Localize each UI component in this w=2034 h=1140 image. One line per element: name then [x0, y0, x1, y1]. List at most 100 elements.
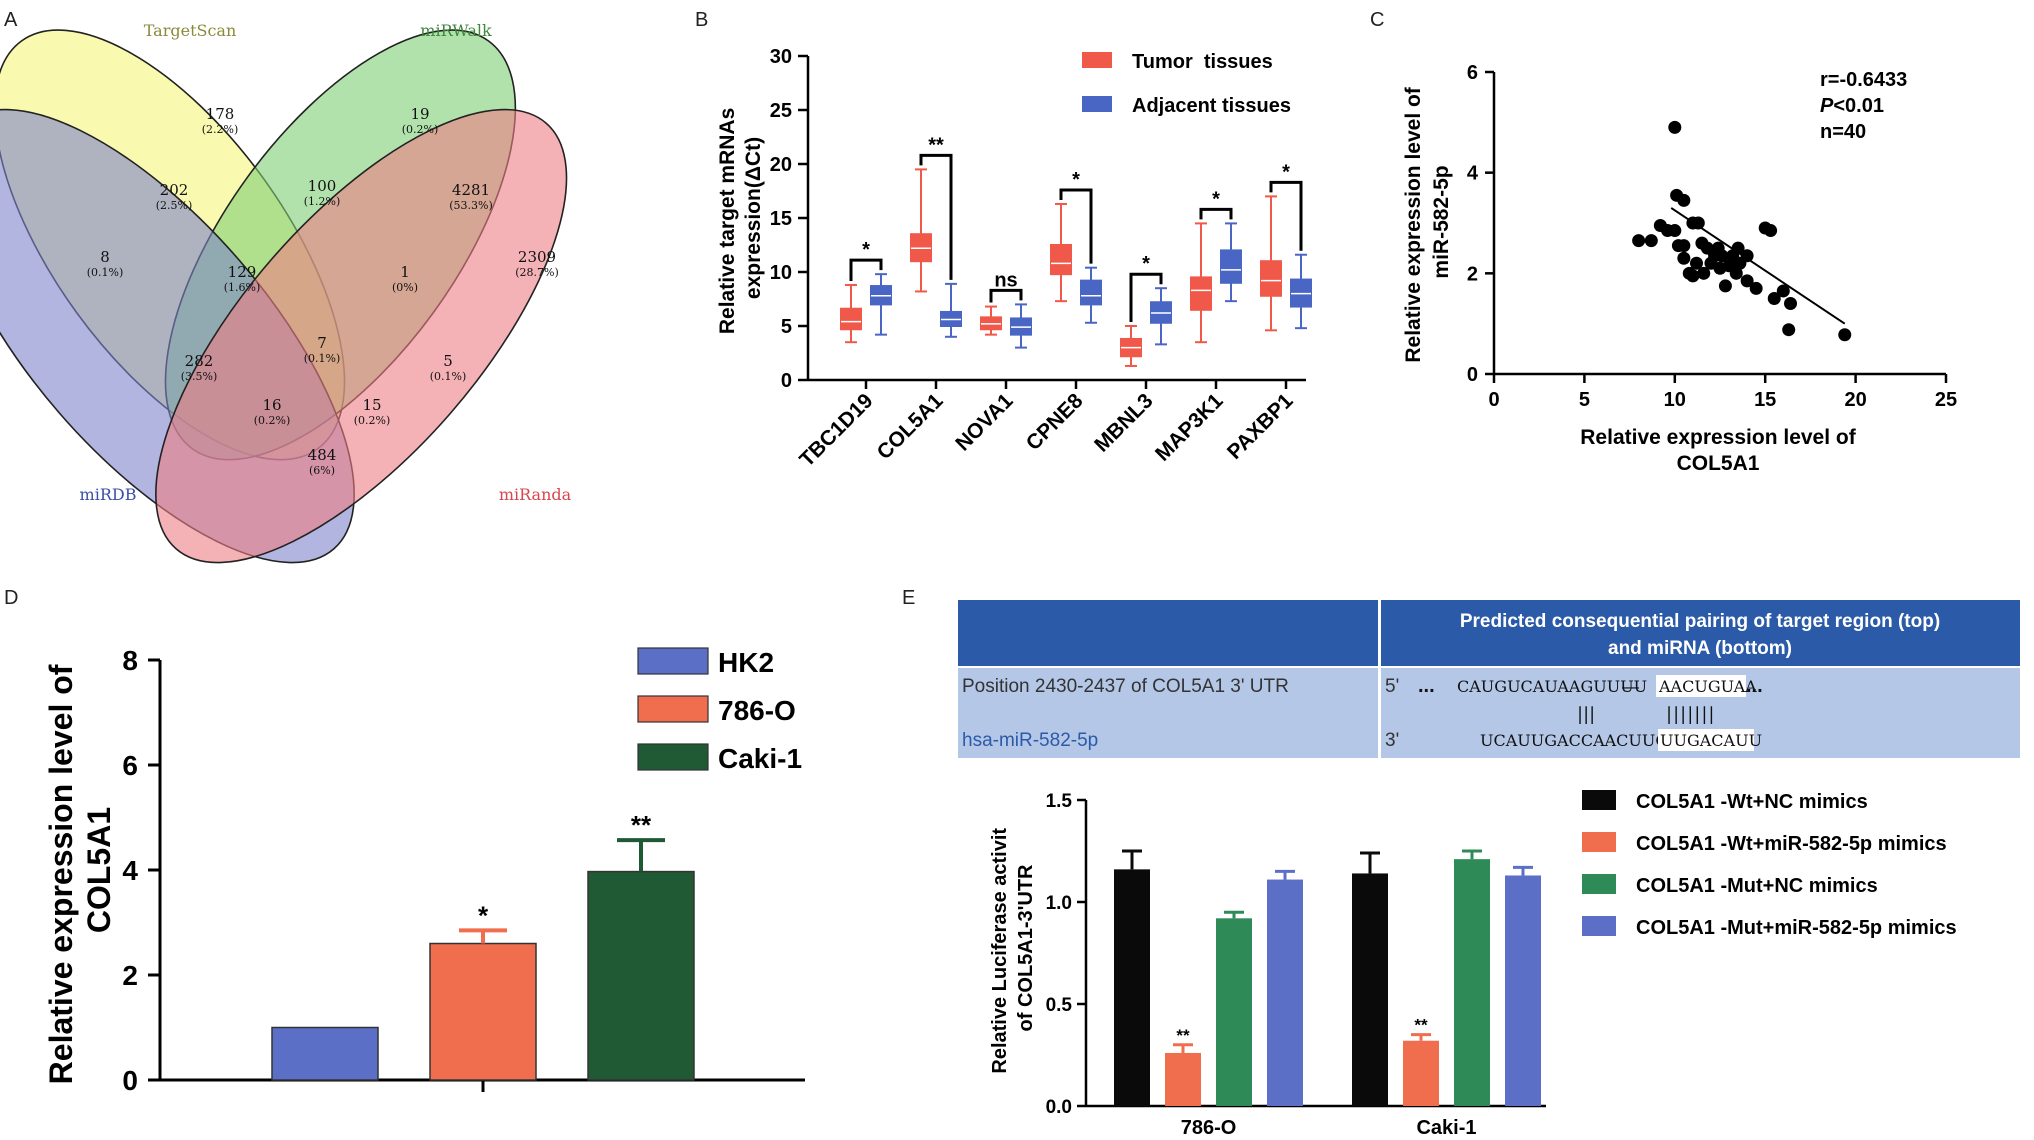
- venn-region-percent: (28.7%): [515, 266, 559, 279]
- y-tick-label: 2: [122, 960, 138, 991]
- legend-swatch: [637, 695, 709, 723]
- axis-ticks: 0 5 10 15 20 25 0 2 4 6: [1467, 62, 1957, 411]
- venn-region-percent: (0.2%): [402, 123, 439, 136]
- bar: [1454, 859, 1490, 1106]
- y-axis-label: Relative expression level of miR-582-5p: [1402, 81, 1453, 362]
- venn-region-percent: (0.1%): [430, 370, 467, 383]
- legend-swatch: [1582, 916, 1616, 936]
- box-tumor-tbc1d19: [840, 283, 862, 344]
- venn-region-count: 282: [185, 352, 214, 370]
- panel-label-d: D: [4, 587, 18, 609]
- legend-label: HK2: [718, 647, 774, 678]
- box-adjacent-nova1: [1010, 303, 1032, 349]
- target-trailing-dots: ...: [1746, 675, 1763, 697]
- y-tick-label: 4: [122, 855, 138, 886]
- table-header-line-1: Predicted consequential pairing of targe…: [1460, 611, 1940, 632]
- significance-label: **: [928, 134, 944, 156]
- scatter-point: [1733, 256, 1747, 270]
- x-tick-labels: 786-O Caki-1: [1181, 1117, 1477, 1139]
- table-body-left: [958, 668, 1378, 758]
- significance-label: ns: [994, 269, 1017, 291]
- significance-brackets: ***ns****: [849, 134, 1303, 322]
- venn-region-count: 8: [100, 248, 110, 266]
- x-tick-label: MBNL3: [1090, 389, 1157, 456]
- y-axis-label-line-1: Relative target mRNAs: [716, 108, 739, 334]
- box-tumor-nova1: [980, 305, 1002, 336]
- legend-label: COL5A1 -Wt+miR-582-5p mimics: [1636, 833, 1947, 855]
- venn-region-count: 202: [160, 181, 189, 199]
- venn-region-count: 484: [308, 446, 337, 464]
- scatter-point: [1668, 224, 1682, 238]
- panel-label-e: E: [902, 587, 915, 609]
- scatter-point: [1740, 274, 1754, 288]
- mirna-name-label: hsa-miR-582-5p: [962, 730, 1098, 751]
- y-tick-label: 2: [1467, 263, 1478, 285]
- scatter-point: [1711, 241, 1725, 255]
- significance-label: **: [1414, 1016, 1428, 1035]
- legend-label-tumor: Tumor tissues: [1132, 51, 1273, 73]
- y-tick-label: 1.0: [1046, 893, 1072, 914]
- box-adjacent-map3k1: [1220, 222, 1242, 303]
- scatter-point: [1644, 234, 1658, 248]
- p-value: P<0.01: [1820, 95, 1884, 117]
- target-dash: —: [1622, 677, 1639, 696]
- y-tick-label: 0: [1467, 364, 1478, 386]
- bar: [1352, 873, 1388, 1106]
- panel-label-b: B: [695, 9, 708, 31]
- box-adjacent-mbnl3: [1150, 287, 1172, 346]
- panel-label-c: C: [1370, 9, 1384, 31]
- x-tick-label: CPNE8: [1022, 389, 1088, 455]
- scatter-point: [1784, 297, 1798, 311]
- seed-highlight-target: [1656, 675, 1746, 697]
- x-axis-label-line-1: Relative expression level of: [1580, 426, 1856, 449]
- x-tick-label: PAXBP1: [1223, 389, 1298, 464]
- scatter-point: [1686, 269, 1700, 283]
- seed-highlight-mirna: [1658, 729, 1754, 751]
- y-tick-label: 6: [1467, 62, 1478, 84]
- venn-region-percent: (1.2%): [304, 195, 341, 208]
- box-adjacent-paxbp1: [1290, 253, 1312, 330]
- x-tick-label: 20: [1844, 389, 1866, 411]
- venn-region-percent: (0.1%): [87, 266, 124, 279]
- y-tick-label: 0.0: [1046, 1097, 1072, 1118]
- bar: [1165, 1052, 1201, 1106]
- bar: [1267, 879, 1303, 1106]
- legend-swatch: [1582, 874, 1616, 894]
- y-axis-label-line-1: Relative expression level of: [1402, 86, 1425, 362]
- significance-label: **: [631, 810, 652, 840]
- venn-set-label-mirwalk: miRWalk: [420, 21, 492, 40]
- legend-swatch: [1582, 790, 1616, 810]
- box-tumor-paxbp1: [1260, 195, 1282, 332]
- target-leading-dots: ...: [1418, 675, 1435, 697]
- legend-label: COL5A1 -Wt+NC mimics: [1636, 791, 1868, 813]
- y-axis-label-line-1: Relative expression level of: [43, 664, 79, 1084]
- legend-label: Caki-1: [718, 743, 802, 774]
- legend-label-adjacent: Adjacent tissues: [1132, 95, 1291, 117]
- x-tick-label: 10: [1664, 389, 1686, 411]
- x-tick-label: MAP3K1: [1151, 389, 1228, 466]
- venn-region-count: 129: [228, 263, 257, 281]
- y-axis-label: Relative target mRNAs expression(ΔCt): [716, 102, 765, 334]
- venn-region-percent: (0%): [392, 281, 418, 294]
- pairing-bars-seed: |||||||: [1666, 704, 1715, 725]
- y-tick-label: 6: [122, 750, 138, 781]
- five-prime-label: 5': [1385, 676, 1399, 697]
- y-ticks: 0 2 4 6 8: [122, 645, 160, 1096]
- correlation-r: r=-0.6433: [1820, 69, 1907, 91]
- scatter-point: [1677, 193, 1691, 207]
- scatter-point: [1718, 279, 1732, 293]
- legend: COL5A1 -Wt+NC mimics COL5A1 -Wt+miR-582-5…: [1582, 790, 1957, 939]
- legend-swatch-adjacent: [1082, 96, 1112, 112]
- scatter-point: [1838, 328, 1852, 342]
- venn-region-count: 15: [362, 396, 381, 414]
- y-axis-label-line-2: of COL5A1-3'UTR: [1015, 864, 1037, 1032]
- venn-set-label-mirdb: miRDB: [80, 485, 137, 504]
- significance-label: *: [1212, 188, 1220, 210]
- significance-label: *: [478, 900, 489, 930]
- x-tick-label: 15: [1754, 389, 1776, 411]
- y-axis-label-line-2: miR-582-5p: [1430, 165, 1453, 278]
- scatter-point: [1782, 323, 1796, 337]
- legend-swatch: [637, 743, 709, 771]
- legend-label: 786-O: [718, 695, 796, 726]
